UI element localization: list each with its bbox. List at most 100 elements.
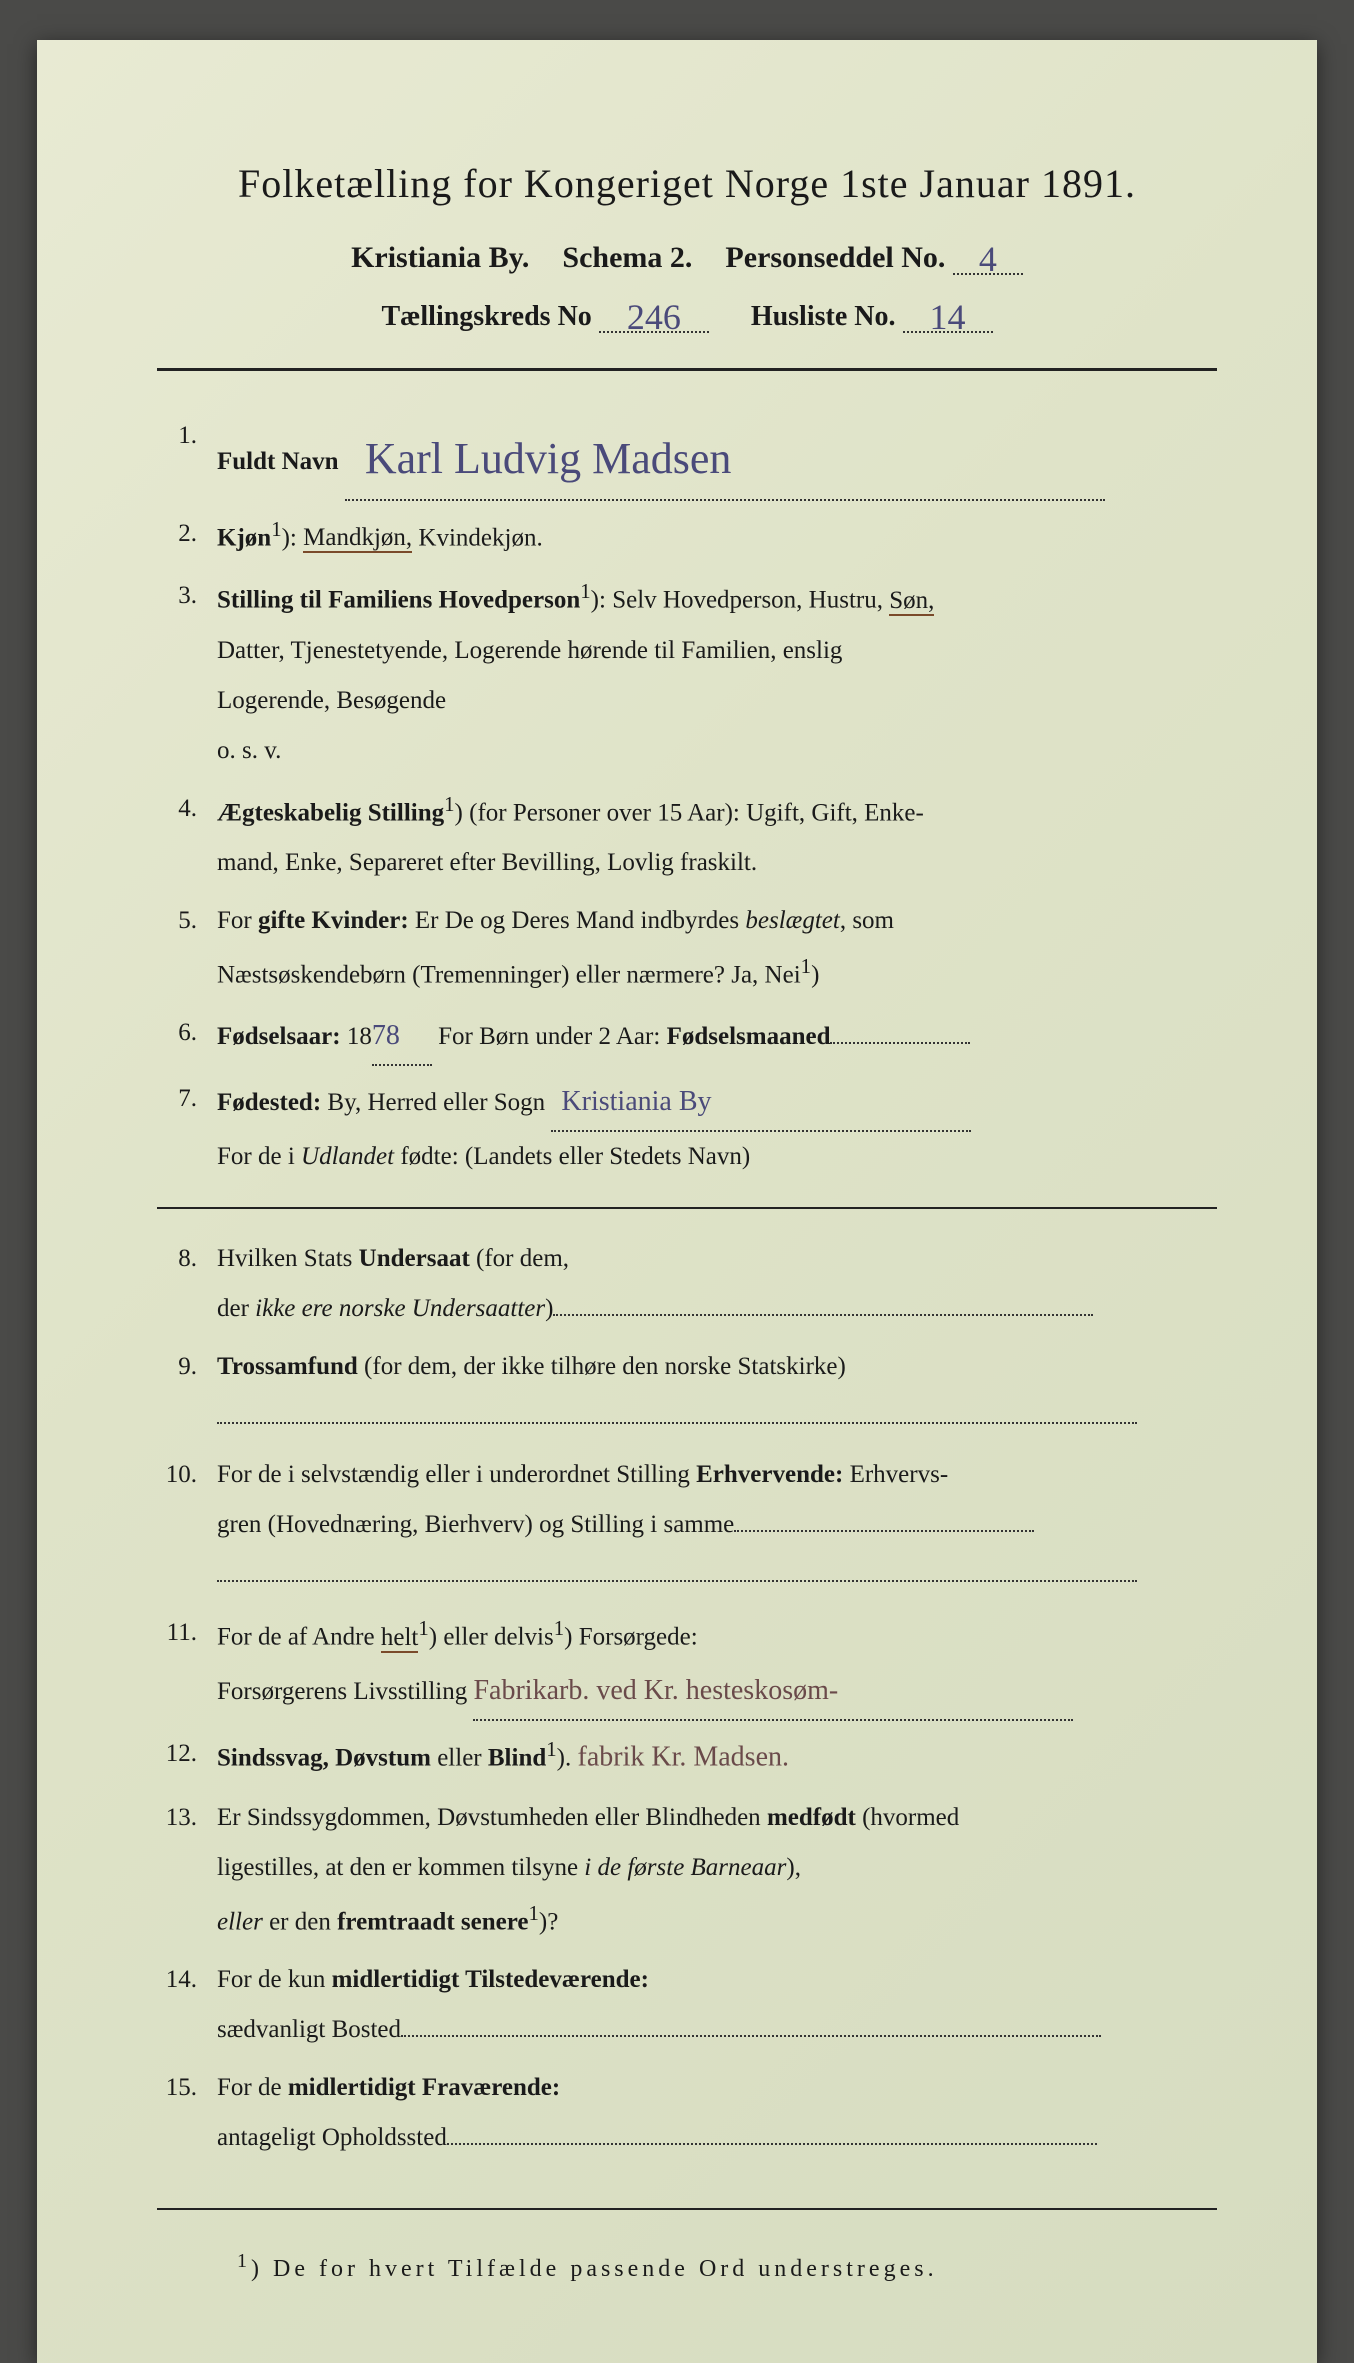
option-son-underlined: Søn, — [889, 587, 934, 616]
text: o. s. v. — [217, 737, 281, 764]
label-fodested: Fødested: — [217, 1089, 321, 1116]
sep: ): — [591, 587, 606, 614]
text: fødte: (Landets eller Stedets Navn) — [394, 1143, 750, 1170]
ital: i de første Barneaar — [584, 1854, 786, 1881]
trossamfund-field — [217, 1422, 1137, 1424]
item-number: 7. — [157, 1074, 217, 1182]
document-page: Folketælling for Kongeriget Norge 1ste J… — [37, 40, 1317, 2363]
divider-top — [157, 368, 1217, 371]
label-aegteskab: Ægteskabelig Stilling — [217, 799, 444, 826]
undersaat-field — [553, 1314, 1093, 1316]
month-field — [830, 1042, 970, 1044]
text: For de af Andre — [217, 1624, 381, 1651]
bosted-field — [401, 2035, 1101, 2037]
item-number: 4. — [157, 784, 217, 888]
divider-mid — [157, 1207, 1217, 1209]
name-field: Karl Ludvig Madsen — [345, 411, 1105, 501]
sup: 1 — [528, 1901, 538, 1925]
item-number: 11. — [157, 1608, 217, 1720]
item-number: 6. — [157, 1008, 217, 1066]
text: , som — [840, 907, 894, 934]
text: For de kun — [217, 1966, 332, 1993]
footnote-sup: 1 — [237, 2250, 251, 2272]
sup: 1 — [580, 579, 590, 603]
label-fuldt-navn: Fuldt Navn — [217, 448, 339, 475]
option-helt-underlined: helt — [381, 1624, 419, 1653]
item-10: 10. For de i selvstændig eller i underor… — [157, 1450, 1217, 1600]
text: Næstsøskendebørn (Tremenninger) eller næ… — [217, 961, 801, 988]
forsorger-field: Fabrikarb. ved Kr. hesteskosøm- — [473, 1663, 1073, 1721]
label-medfodt: medfødt — [767, 1804, 856, 1831]
label-undersaat: Undersaat — [359, 1245, 470, 1272]
label-fodselsaar: Fødselsaar: — [217, 1023, 341, 1050]
text: ). — [557, 1744, 572, 1771]
ital-udlandet: Udlandet — [301, 1143, 394, 1170]
item-number: 13. — [157, 1793, 217, 1947]
label-erhvervende: Erhvervende: — [696, 1461, 843, 1488]
item-6: 6. Fødselsaar: 1878 For Børn under 2 Aar… — [157, 1008, 1217, 1066]
label-trossamfund: Trossamfund — [217, 1353, 358, 1380]
label-gifte-kvinder: gifte Kvinder: — [258, 907, 409, 934]
item-number: 14. — [157, 1955, 217, 2055]
text: mand, Enke, Separeret efter Bevilling, L… — [217, 849, 757, 876]
subtitle-line-1: Kristiania By. Schema 2. Personseddel No… — [157, 237, 1217, 275]
text: ) — [811, 961, 819, 988]
footnote: 1) De for hvert Tilfælde passende Ord un… — [157, 2250, 1217, 2283]
sup: 1 — [546, 1737, 556, 1761]
text: sædvanligt Bosted — [217, 2016, 401, 2043]
text: ) — [545, 1295, 553, 1322]
text: By, Herred eller Sogn — [321, 1089, 545, 1116]
year-prefix: 18 — [341, 1023, 372, 1050]
label-fodselsmaaned: Fødselsmaaned — [667, 1023, 831, 1050]
item-15: 15. For de midlertidigt Fraværende: anta… — [157, 2063, 1217, 2163]
text: ) eller delvis — [429, 1624, 554, 1651]
subtitle-line-2: Tællingskreds No 246 Husliste No. 14 — [157, 295, 1217, 333]
item-3: 3. Stilling til Familiens Hovedperson1):… — [157, 571, 1217, 775]
label-stilling: Stilling til Familiens Hovedperson — [217, 587, 580, 614]
taellingskreds-value: 246 — [599, 295, 709, 333]
erhverv-field-1 — [734, 1530, 1034, 1532]
text: Er Sindssygdommen, Døvstumheden eller Bl… — [217, 1804, 767, 1831]
label-sindssvag: Sindssvag, Døvstum — [217, 1744, 431, 1771]
divider-bottom — [157, 2208, 1217, 2210]
text: Datter, Tjenestetyende, Logerende hørend… — [217, 637, 842, 664]
text: For de i — [217, 1143, 301, 1170]
item-7: 7. Fødested: By, Herred eller Sogn Krist… — [157, 1074, 1217, 1182]
label-tilstedevaerende: midlertidigt Tilstedeværende: — [332, 1966, 649, 1993]
footnote-text: ) De for hvert Tilfælde passende Ord und… — [251, 2256, 938, 2282]
text: ), — [786, 1854, 801, 1881]
item-number: 12. — [157, 1729, 217, 1785]
item-number: 3. — [157, 571, 217, 775]
sup: 1 — [271, 517, 281, 541]
label-kjon: Kjøn — [217, 524, 271, 551]
text: er den — [263, 1908, 337, 1935]
form-items: 1. Fuldt Navn Karl Ludvig Madsen 2. Kjøn… — [157, 411, 1217, 2163]
year-value: 78 — [372, 1020, 400, 1051]
text: Logerende, Besøgende — [217, 687, 446, 714]
item-12: 12. Sindssvag, Døvstum eller Blind1). fa… — [157, 1729, 1217, 1785]
text: antageligt Opholdssted — [217, 2124, 447, 2151]
item-14: 14. For de kun midlertidigt Tilstedevære… — [157, 1955, 1217, 2055]
text: )? — [539, 1908, 558, 1935]
personseddel-label: Personseddel No. — [725, 241, 945, 274]
erhverv-field-2 — [217, 1580, 1137, 1582]
item-4: 4. Ægteskabelig Stilling1) (for Personer… — [157, 784, 1217, 888]
item-number: 9. — [157, 1342, 217, 1442]
overflow-handwriting: fabrik Kr. Madsen. — [578, 1741, 790, 1772]
schema-label: Schema 2. — [562, 241, 692, 274]
ital-beslaegtet: beslægtet — [745, 907, 839, 934]
text: der — [217, 1295, 255, 1322]
item-8: 8. Hvilken Stats Undersaat (for dem, der… — [157, 1234, 1217, 1334]
sup: 1 — [444, 792, 454, 816]
husliste-value: 14 — [903, 295, 993, 333]
text: gren (Hovednæring, Bierhverv) og Stillin… — [217, 1511, 734, 1538]
text: Er De og Deres Mand indbyrdes — [409, 907, 746, 934]
item-13: 13. Er Sindssygdommen, Døvstumheden elle… — [157, 1793, 1217, 1947]
sup: 1 — [554, 1616, 564, 1640]
taellingskreds-label: Tællingskreds No — [381, 301, 591, 332]
item-5: 5. For gifte Kvinder: Er De og Deres Man… — [157, 896, 1217, 1000]
item-number: 15. — [157, 2063, 217, 2163]
text: For de — [217, 2074, 288, 2101]
item-11: 11. For de af Andre helt1) eller delvis1… — [157, 1608, 1217, 1720]
text: (hvormed — [856, 1804, 959, 1831]
